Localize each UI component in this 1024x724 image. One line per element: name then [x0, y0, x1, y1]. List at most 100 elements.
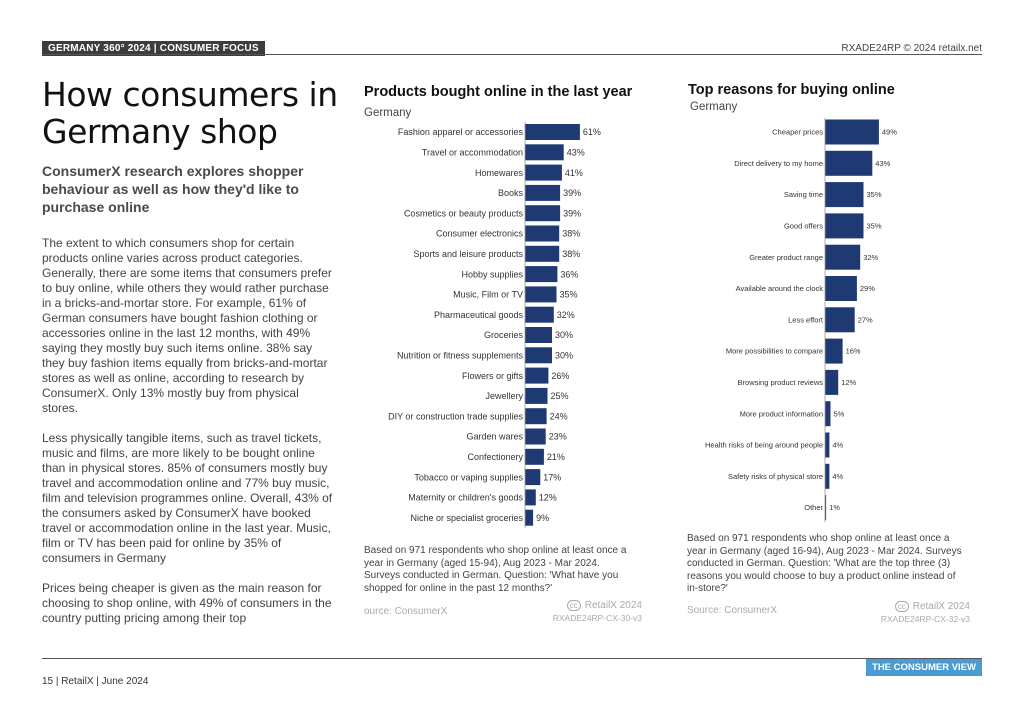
value-label: 27% [858, 315, 873, 324]
value-label: 5% [834, 409, 845, 418]
chart1-title: Products bought online in the last year [364, 84, 633, 100]
category-label: Tobacco or vaping supplies [414, 472, 523, 482]
chart2-brand: cc RetailX 2024 [858, 601, 970, 612]
bar [825, 276, 857, 301]
value-label: 4% [832, 441, 843, 450]
category-label: More possibilities to compare [726, 347, 823, 356]
category-label: Homewares [475, 168, 524, 178]
header-divider [42, 54, 982, 55]
category-label: Books [498, 188, 524, 198]
value-label: 25% [551, 391, 569, 401]
category-label: Health risks of being around people [705, 441, 823, 450]
section-label: GERMANY 360° 2024 | CONSUMER FOCUS [42, 41, 265, 56]
value-label: 32% [557, 310, 575, 320]
chart2-subtitle: Germany [690, 101, 738, 113]
value-label: 43% [567, 147, 585, 157]
page-subtitle: ConsumerX research explores shopper beha… [42, 163, 304, 215]
category-label: Fashion apparel or accessories [398, 127, 524, 137]
category-label: Direct delivery to my home [734, 159, 823, 168]
bar [525, 367, 549, 384]
page-title: How consumers in Germany shop [42, 75, 338, 151]
value-label: 21% [547, 452, 565, 462]
category-label: Jewellery [485, 391, 523, 401]
chart2-code: RXADE24RP-CX-32-v3 [880, 614, 970, 624]
category-label: Saving time [784, 190, 823, 199]
bar [525, 448, 544, 465]
value-label: 30% [555, 330, 573, 340]
bar [825, 338, 843, 364]
bar [825, 432, 830, 458]
bar [825, 182, 864, 208]
chart1-code: RXADE24RP-CX-30-v3 [552, 613, 642, 623]
bar [525, 387, 548, 404]
bar [525, 469, 541, 486]
value-label: 39% [563, 188, 581, 198]
paragraph: Prices being cheaper is given as the mai… [42, 581, 332, 625]
value-label: 43% [875, 159, 890, 168]
value-label: 23% [549, 432, 567, 442]
bar [525, 306, 554, 323]
category-label: More product information [740, 409, 823, 418]
bar [825, 307, 855, 333]
category-label: Confectionery [467, 452, 523, 462]
bar [525, 408, 547, 425]
category-label: Groceries [484, 330, 524, 340]
value-label: 26% [551, 371, 569, 381]
category-label: Maternity or children's goods [408, 493, 523, 503]
chart2-svg: Cheaper prices 49% Direct delivery to my h… [705, 118, 897, 522]
bar [825, 401, 831, 427]
value-label: 29% [860, 284, 875, 293]
bar [525, 489, 536, 506]
bar [525, 245, 560, 262]
bar [525, 225, 560, 242]
category-label: Browsing product reviews [738, 378, 824, 387]
value-label: 4% [832, 472, 843, 481]
value-label: 49% [882, 128, 897, 137]
bar [825, 463, 830, 489]
bar [825, 119, 879, 145]
value-label: 38% [562, 229, 580, 239]
value-label: 38% [562, 249, 580, 259]
bar [525, 144, 564, 161]
bar [825, 244, 861, 270]
value-label: 32% [863, 253, 878, 262]
category-label: Flowers or gifts [462, 371, 524, 381]
bar [525, 428, 546, 445]
category-label: Safety risks of physical store [728, 472, 823, 481]
category-label: Pharmaceutical goods [434, 310, 524, 320]
category-label: Consumer electronics [436, 229, 524, 239]
value-label: 16% [846, 347, 861, 356]
bar [525, 184, 561, 201]
value-label: 36% [560, 269, 578, 279]
value-label: 61% [583, 127, 601, 137]
value-label: 12% [539, 493, 557, 503]
chart1-note: Based on 971 respondents who shop online… [364, 545, 627, 594]
cc-license-icon: cc [566, 600, 581, 611]
footer-page-info: 15 | RetailX | June 2024 [42, 676, 149, 687]
value-label: 9% [536, 513, 549, 523]
copyright-text: RXADE24RP © 2024 retailx.net [841, 43, 982, 54]
bar [525, 266, 558, 283]
chart2-source: Source: ConsumerX [687, 605, 778, 616]
category-label: Niche or specialist groceries [410, 513, 523, 523]
bar [525, 327, 552, 343]
value-label: 24% [550, 411, 568, 421]
value-label: 39% [563, 208, 581, 218]
bar [525, 205, 561, 222]
article-body: The extent to which consumers shop for c… [42, 236, 334, 641]
category-label: Nutrition or fitness supplements [397, 350, 524, 360]
bar [525, 124, 580, 140]
value-label: 41% [565, 168, 583, 178]
bar [825, 213, 864, 239]
category-label: Sports and leisure products [413, 249, 523, 259]
value-label: 12% [841, 378, 856, 387]
category-label: Garden wares [466, 432, 523, 442]
category-label: Less effort [788, 315, 824, 324]
value-label: 17% [543, 472, 561, 482]
value-label: 30% [555, 350, 573, 360]
value-label: 35% [560, 290, 578, 300]
bar [525, 347, 552, 364]
value-label: 35% [867, 190, 882, 199]
bar [525, 509, 534, 526]
category-label: Travel or accommodation [422, 147, 523, 157]
